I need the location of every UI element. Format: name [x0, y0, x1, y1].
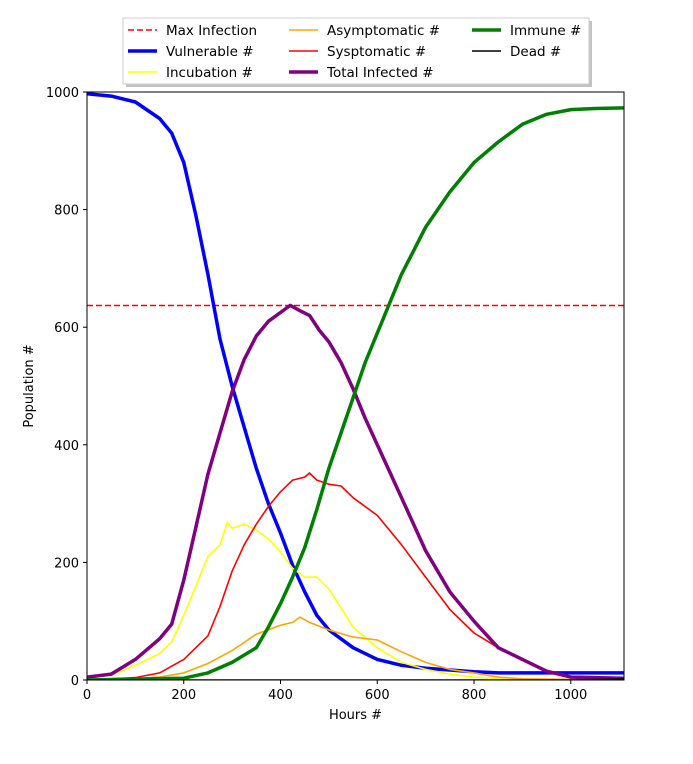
- legend-label-vulnerable: Vulnerable #: [166, 44, 254, 60]
- series-line-incubation: [87, 521, 624, 680]
- x-tick-label: 1000: [554, 688, 587, 703]
- ticks-layer: 0 200 400 600 800 1000 0 200 400 600 800 1000: [46, 86, 587, 703]
- y-tick-label: 400: [54, 439, 79, 454]
- legend-label-incubation: Incubation #: [166, 65, 253, 81]
- x-tick-label: 200: [171, 688, 196, 703]
- y-tick-label: 600: [54, 321, 79, 336]
- series-layer: [87, 92, 624, 680]
- series-line-immune: [87, 106, 624, 680]
- y-tick-label: 800: [54, 204, 79, 219]
- legend-label-asymptomatic: Asymptomatic #: [327, 23, 440, 39]
- legend-label-sysptomatic: Sysptomatic #: [327, 44, 426, 60]
- x-tick-label: 800: [462, 688, 487, 703]
- series-line-sysptomatic: [87, 472, 624, 680]
- legend: Max Infection Vulnerable # Incubation # Asy…: [122, 17, 592, 87]
- y-tick-label: 0: [71, 674, 79, 689]
- series-line-vulnerable: [87, 92, 624, 675]
- x-tick-label: 0: [83, 688, 91, 703]
- legend-label-immune: Immune #: [510, 23, 581, 39]
- y-axis-label: Population #: [22, 344, 37, 427]
- legend-label-max-infection: Max Infection: [166, 23, 257, 39]
- legend-box: [122, 17, 590, 85]
- series-line-asymptomatic: [87, 616, 624, 680]
- legend-label-total-infected: Total Infected #: [326, 65, 434, 81]
- legend-label-dead: Dead #: [510, 44, 561, 60]
- series-line-total-infected: [87, 303, 624, 680]
- y-tick-label: 1000: [46, 86, 79, 101]
- x-tick-label: 600: [365, 688, 390, 703]
- x-tick-label: 400: [268, 688, 293, 703]
- y-tick-label: 200: [54, 556, 79, 571]
- x-axis-label: Hours #: [329, 708, 382, 723]
- plot-frame: [86, 91, 625, 681]
